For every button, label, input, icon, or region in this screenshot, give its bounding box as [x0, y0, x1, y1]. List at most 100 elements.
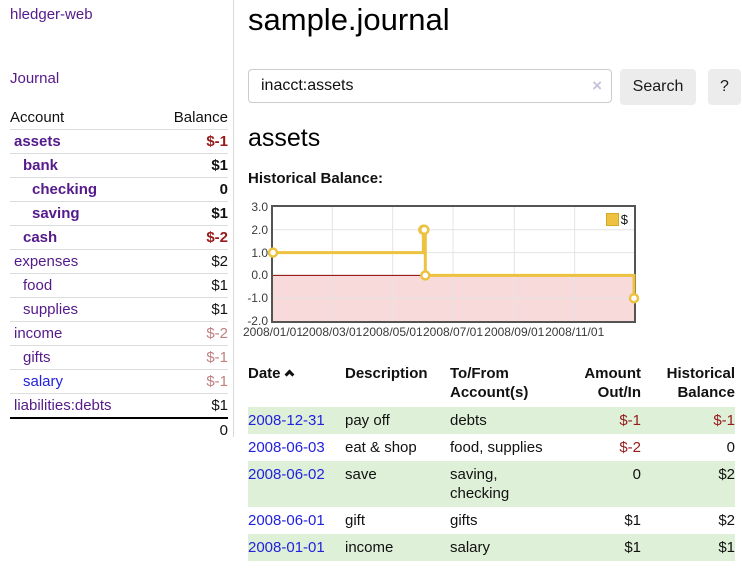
description-cell: income [345, 534, 450, 561]
date-link[interactable]: 2008-06-02 [248, 466, 325, 483]
legend-swatch-icon [605, 213, 619, 226]
account-balance: $1 [211, 301, 228, 318]
account-row: checking 0 [10, 177, 228, 201]
account-balance: $-1 [206, 373, 228, 390]
account-balance: $-1 [206, 349, 228, 366]
x-tick-label: 2008/07/01 [422, 325, 484, 339]
date-cell: 2008-01-01 [248, 534, 345, 561]
data-point-marker [420, 270, 431, 281]
date-cell: 2008-06-03 [248, 434, 345, 461]
description-cell: eat & shop [345, 439, 417, 456]
account-balance: $1 [211, 277, 228, 294]
app-title-link[interactable]: hledger-web [10, 6, 93, 23]
date-link[interactable]: 2008-06-03 [248, 439, 325, 456]
chart-legend: $ [604, 212, 629, 227]
x-tick-label: 2008/03/01 [302, 325, 363, 339]
historical-balance-chart: $ [267, 205, 640, 323]
description-column-header: Description [345, 365, 428, 382]
account-link[interactable]: salary [23, 373, 64, 390]
account-row: assets $-1 [10, 129, 228, 153]
account-link[interactable]: bank [23, 157, 59, 174]
date-cell: 2008-06-01 [248, 507, 345, 534]
accounts-total-row: 0 [10, 417, 228, 442]
accounts-table-header: Account Balance [10, 106, 228, 129]
account-link[interactable]: expenses [14, 253, 79, 270]
y-tick-label: -2.0 [247, 314, 268, 328]
x-tick-label: 2008/11/01 [545, 325, 605, 339]
y-tick-label: 1.0 [251, 245, 268, 260]
account-link[interactable]: food [23, 277, 53, 294]
register-row: 2008-06-01 gift gifts $1 $2 [248, 507, 735, 534]
account-balance: $1 [211, 397, 228, 414]
x-tick-label: 2008/05/01 [362, 325, 423, 339]
account-balance: $-1 [206, 133, 228, 150]
balance-cell: 0 [726, 439, 735, 456]
amount-cell: $1 [562, 534, 641, 561]
search-bar: × Search ? [248, 69, 742, 105]
account-balance: $2 [211, 253, 228, 270]
description-cell: pay off [345, 407, 450, 434]
clear-search-icon[interactable]: × [592, 76, 602, 95]
amount-cell: $-2 [619, 439, 641, 456]
account-balance: $1 [211, 205, 228, 222]
balance-cell: $-1 [641, 407, 735, 434]
chart-title: Historical Balance: [248, 170, 384, 187]
account-row: supplies $1 [10, 297, 228, 321]
balance-cell: $2 [641, 461, 735, 507]
account-row: cash $-2 [10, 225, 228, 249]
account-row: income $-2 [10, 321, 228, 345]
register-header-row: Date Description To/From Account(s) Amou… [248, 362, 735, 407]
accounts-column-header: To/From Account(s) [450, 365, 529, 401]
sidebar-item-journal[interactable]: Journal [10, 70, 60, 87]
search-input-wrap: × [248, 69, 612, 103]
chart-plot [267, 207, 640, 321]
date-column-header: Date [248, 362, 345, 407]
amount-cell: $1 [624, 512, 641, 529]
y-tick-label: 3.0 [251, 200, 268, 214]
account-column-header: Account [10, 109, 65, 126]
date-link[interactable]: 2008-12-31 [248, 412, 325, 429]
account-link[interactable]: checking [32, 181, 98, 198]
register-row: 2008-06-03 eat & shop food, supplies $-2 0 [248, 434, 735, 461]
accounts-cell: gifts [450, 512, 478, 529]
search-button[interactable]: Search [620, 69, 696, 105]
main-content: sample.journal × Search ? assets Histori… [243, 0, 742, 582]
date-cell: 2008-12-31 [248, 407, 345, 434]
date-link[interactable]: 2008-06-01 [248, 512, 325, 529]
account-link[interactable]: income [14, 325, 63, 342]
data-point-marker [628, 292, 640, 304]
help-button[interactable]: ? [708, 69, 741, 105]
balance-column-header-register: Historical Balance [666, 365, 735, 401]
accounts-cell: debts [450, 407, 562, 434]
description-cell: gift [345, 512, 366, 529]
date-cell: 2008-06-02 [248, 461, 345, 507]
y-tick-label: 0.0 [251, 268, 268, 283]
accounts-cell: food, supplies [450, 439, 543, 456]
balance-column-header: Balance [173, 109, 228, 126]
account-link[interactable]: liabilities:debts [14, 397, 112, 414]
data-point-marker [419, 224, 430, 236]
account-row: saving $1 [10, 201, 228, 225]
sidebar-divider [233, 0, 234, 437]
account-link[interactable]: saving [32, 205, 80, 222]
account-link[interactable]: assets [14, 133, 61, 150]
account-balance: $1 [211, 157, 228, 174]
description-cell: save [345, 461, 450, 507]
accounts-table-body: assets $-1 bank $1 checking 0 saving $1 cash $-2 e… [10, 129, 228, 417]
search-input[interactable] [248, 69, 612, 103]
page-title: sample.journal [248, 2, 450, 37]
accounts-cell: salary [450, 534, 562, 561]
accounts-cell: saving, checking [450, 461, 562, 507]
account-link[interactable]: supplies [23, 301, 79, 318]
account-link[interactable]: gifts [23, 349, 51, 366]
y-tick-label: -1.0 [247, 291, 268, 306]
account-link[interactable]: cash [23, 229, 58, 246]
date-link[interactable]: 2008-01-01 [248, 539, 325, 556]
amount-column-header: Amount Out/In [584, 365, 641, 401]
chart-x-axis-labels: 2008/01/01 2008/03/01 2008/05/01 2008/07/01… [243, 325, 634, 341]
balance-cell: $1 [641, 534, 735, 561]
legend-label: $ [620, 212, 628, 227]
accounts-total-balance: 0 [219, 422, 228, 439]
account-row: expenses $2 [10, 249, 228, 273]
y-tick-label: 2.0 [251, 222, 268, 237]
